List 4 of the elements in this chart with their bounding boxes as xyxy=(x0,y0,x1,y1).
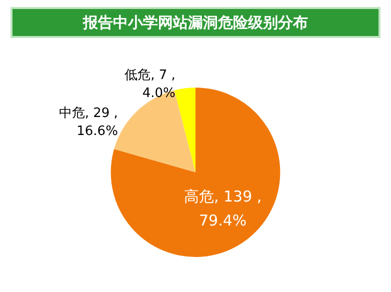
slice-label: 高危, 139 , 79.4% xyxy=(184,187,262,230)
slice-label: 低危, 7 , 4.0% xyxy=(124,68,176,101)
slice-label: 中危, 29 , 16.6% xyxy=(58,106,118,139)
chart-title: 报告中小学网站漏洞危险级别分布 xyxy=(82,14,308,32)
